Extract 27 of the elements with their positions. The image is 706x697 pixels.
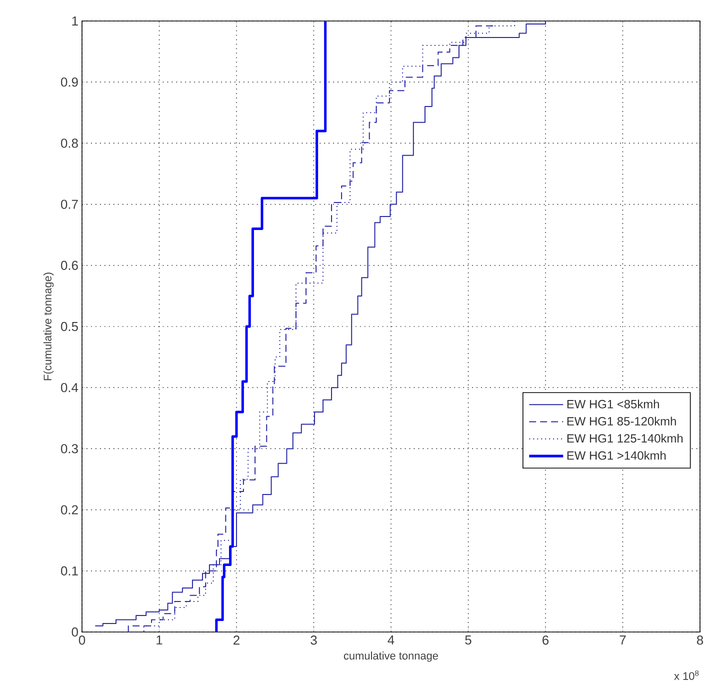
x-tick-label: 2	[234, 636, 240, 645]
x-axis-title: cumulative tonnage	[344, 652, 438, 662]
text: x 10$^{8}$	[674, 670, 699, 680]
x-tick-label: 6	[542, 636, 549, 645]
y-tick-label: 0.1	[60, 566, 78, 576]
legend-label: EW HG1 >140kmh	[567, 450, 666, 460]
y-tick-label: 0.9	[60, 78, 78, 87]
y-tick-label: 0.7	[60, 200, 78, 209]
y-tick-label: 0.3	[60, 444, 78, 454]
x-tick-label: 8	[696, 636, 704, 645]
x-tick-label: 0	[78, 636, 86, 645]
x-tick-label: 3	[310, 636, 317, 645]
y-tick-label: 0.2	[60, 505, 78, 514]
y-tick-label: 0	[72, 627, 78, 637]
x-tick-label: 1	[156, 636, 162, 644]
legend-label: EW HG1 85-120kmh	[567, 416, 676, 426]
y-axis-title: F(cumulative tonnage)	[43, 272, 54, 380]
y-tick-label: 0.6	[60, 260, 78, 270]
x-tick-label: 7	[620, 636, 626, 644]
y-tick-label: 0.8	[60, 138, 78, 148]
y-tick-label: 0.5	[60, 322, 78, 332]
legend-label: EW HG1 125-140kmh	[567, 434, 683, 443]
x-tick-label: 4	[388, 636, 394, 644]
y-tick-label: 0.4	[60, 383, 78, 392]
x-tick-label: 5	[465, 636, 472, 645]
legend-label: EW HG1 <85kmh	[567, 400, 659, 408]
y-tick-label: 1	[72, 16, 78, 26]
